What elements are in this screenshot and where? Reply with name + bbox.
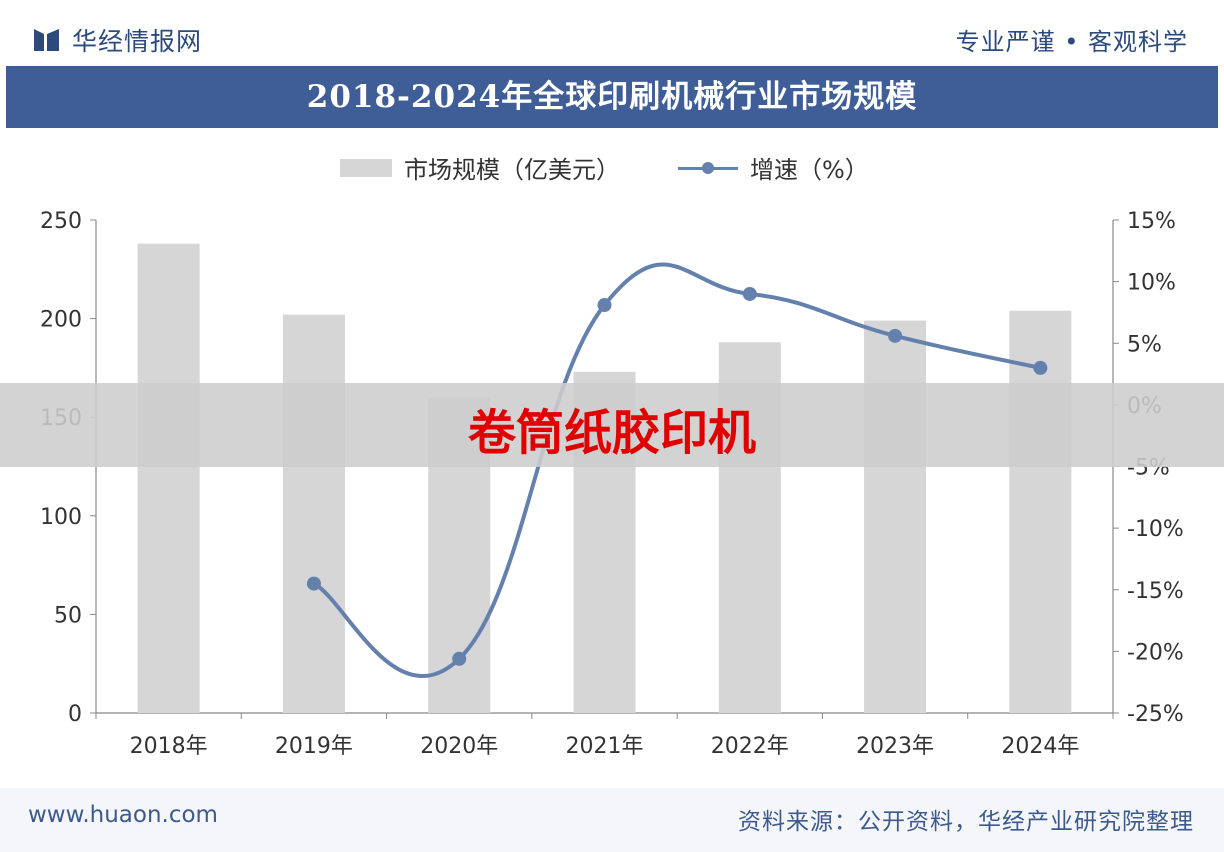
x-tick-label: 2023年 xyxy=(856,734,934,759)
legend-line-swatch xyxy=(678,159,738,177)
x-tick-label: 2024年 xyxy=(1001,734,1079,759)
growth-point xyxy=(306,576,321,591)
bar xyxy=(137,243,200,713)
footer-source: 资料来源：公开资料，华经产业研究院整理 xyxy=(738,809,1194,835)
bar xyxy=(864,320,927,713)
y-left-tick-label: 250 xyxy=(40,209,82,234)
y-right-tick-label: -10% xyxy=(1127,517,1184,542)
x-tick-label: 2022年 xyxy=(711,734,789,759)
growth-point xyxy=(1033,360,1048,375)
footer xyxy=(0,788,1224,852)
overlay-banner xyxy=(0,383,1224,467)
y-right-tick-label: -20% xyxy=(1127,640,1184,665)
legend-bar-label: 市场规模（亿美元） xyxy=(404,156,620,184)
y-left-tick-label: 100 xyxy=(40,505,82,530)
x-tick-label: 2020年 xyxy=(420,734,498,759)
growth-point xyxy=(452,651,467,666)
bar xyxy=(1009,310,1072,713)
y-right-tick-label: 15% xyxy=(1127,209,1176,234)
growth-line xyxy=(312,262,1041,678)
footer-url[interactable]: www.huaon.com xyxy=(28,802,218,828)
brand-name: 华经情报网 xyxy=(72,27,203,56)
y-right-tick-label: 10% xyxy=(1127,271,1176,296)
chart-title: 2018-2024年全球印刷机械行业市场规模 xyxy=(6,66,1218,128)
legend: 市场规模（亿美元） 增速（%） xyxy=(340,150,869,185)
legend-bar-swatch xyxy=(340,158,392,177)
growth-point xyxy=(888,328,903,343)
growth-point xyxy=(742,286,757,301)
x-tick-label: 2019年 xyxy=(275,734,353,759)
bar xyxy=(282,314,345,713)
growth-point xyxy=(597,298,612,313)
slogan: 专业严谨 • 客观科学 xyxy=(955,28,1188,56)
y-right-tick-label: -15% xyxy=(1127,579,1184,604)
top-bar: 华经情报网 专业严谨 • 客观科学 xyxy=(0,0,1224,66)
y-left-tick-label: 200 xyxy=(40,308,82,333)
logo-icon xyxy=(34,29,59,51)
brand-logo[interactable]: 华经情报网 xyxy=(32,22,202,58)
y-right-tick-label: -25% xyxy=(1127,702,1184,727)
legend-line-label: 增速（%） xyxy=(750,156,869,184)
x-tick-label: 2021年 xyxy=(566,734,644,759)
overlay-label: 卷筒纸胶印机 xyxy=(467,405,756,461)
x-tick-label: 2018年 xyxy=(130,734,208,759)
y-left-tick-label: 50 xyxy=(54,603,82,628)
y-left-tick-label: 0 xyxy=(68,702,82,727)
y-right-tick-label: 5% xyxy=(1127,332,1162,357)
